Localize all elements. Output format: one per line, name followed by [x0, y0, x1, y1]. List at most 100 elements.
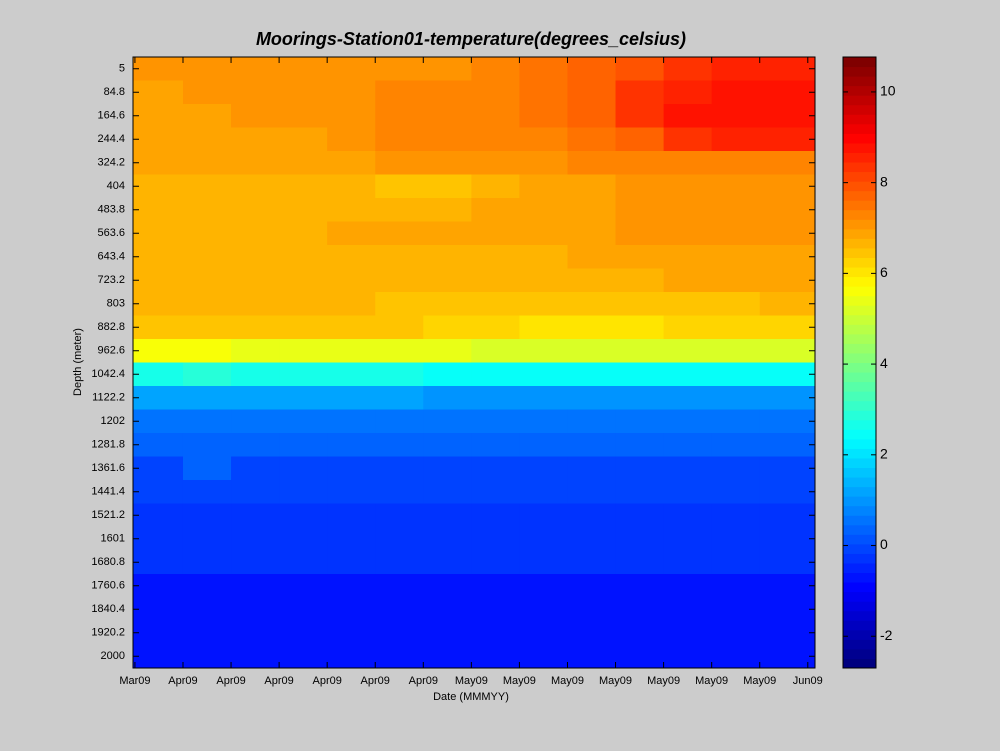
heatmap-cell [423, 621, 472, 645]
heatmap-cell [375, 292, 424, 316]
heatmap-cell [759, 339, 816, 363]
heatmap-cell [615, 174, 665, 199]
heatmap-cell [519, 292, 568, 316]
x-tick-label: Apr09 [264, 675, 293, 687]
heatmap-cell [711, 621, 761, 645]
x-tick-label: Apr09 [312, 675, 341, 687]
heatmap-cell [327, 574, 376, 598]
colorbar-swatch [843, 66, 876, 77]
y-axis-label: Depth (meter) [72, 328, 84, 396]
heatmap-cell [423, 268, 472, 293]
heatmap-cell [279, 503, 328, 528]
heatmap-cell [375, 433, 424, 457]
heatmap-cell [327, 339, 376, 363]
heatmap-cell [182, 621, 232, 645]
heatmap-cell [133, 221, 184, 246]
heatmap-cell [663, 480, 713, 504]
heatmap-cell [375, 221, 424, 246]
heatmap-cell [567, 80, 617, 105]
heatmap-cell [663, 550, 713, 575]
heatmap-cell [375, 268, 424, 293]
heatmap-cell [231, 198, 280, 222]
heatmap-cell [423, 480, 472, 504]
heatmap-cell [615, 409, 665, 434]
heatmap-cell [711, 433, 761, 457]
y-tick-label: 84.8 [104, 86, 125, 98]
heatmap-cell [182, 57, 232, 81]
colorbar-swatch [843, 457, 876, 469]
heatmap-cell [423, 198, 472, 222]
heatmap-cell [519, 104, 568, 128]
heatmap-cell [182, 644, 232, 669]
colorbar-swatch [843, 572, 876, 583]
colorbar-swatch [843, 629, 876, 640]
heatmap-cell [133, 292, 184, 316]
heatmap-cell [423, 104, 472, 128]
colorbar-swatch [843, 515, 876, 526]
heatmap-cell [182, 104, 232, 128]
heatmap-cell [327, 644, 376, 669]
y-tick-label: 1361.6 [91, 462, 125, 474]
heatmap-cell [567, 339, 617, 363]
heatmap-cell [663, 198, 713, 222]
heatmap-cell [423, 503, 472, 528]
heatmap-cell [375, 480, 424, 504]
heatmap-cell [471, 644, 520, 669]
heatmap-cell [133, 574, 184, 598]
heatmap-cell [567, 456, 617, 481]
colorbar-swatch [843, 324, 876, 335]
heatmap-cell [327, 104, 376, 128]
heatmap-cell [133, 621, 184, 645]
heatmap-cell [759, 151, 816, 175]
heatmap-cell [133, 245, 184, 269]
heatmap-cell [519, 527, 568, 551]
colorbar-swatch [843, 562, 876, 574]
heatmap-cell [231, 386, 280, 410]
colorbar-swatch [843, 133, 876, 144]
heatmap-cell [567, 550, 617, 575]
heatmap-cell [615, 339, 665, 363]
heatmap-cell [182, 433, 232, 457]
heatmap-cell [375, 174, 424, 199]
heatmap-cell [471, 362, 520, 387]
heatmap-cell [519, 362, 568, 387]
heatmap-cell [711, 574, 761, 598]
heatmap-cell [375, 80, 424, 105]
heatmap-cell [231, 104, 280, 128]
y-tick-label: 1521.2 [91, 509, 125, 521]
x-tick-label: Apr09 [361, 675, 390, 687]
colorbar-swatch [843, 362, 876, 373]
heatmap-cell [663, 409, 713, 434]
heatmap-cell [759, 386, 816, 410]
heatmap-cell [615, 80, 665, 105]
heatmap-cell [182, 198, 232, 222]
colorbar-swatch [843, 486, 876, 497]
heatmap-cell [663, 127, 713, 152]
heatmap-cell [133, 597, 184, 622]
heatmap-cell [471, 456, 520, 481]
heatmap-cell [471, 127, 520, 152]
colorbar-swatch [843, 505, 876, 516]
heatmap-cell [519, 174, 568, 199]
heatmap-cell [231, 574, 280, 598]
y-tick-label: 164.6 [97, 110, 125, 122]
heatmap-cell [182, 268, 232, 293]
heatmap-cell [567, 315, 617, 340]
heatmap-cell [231, 456, 280, 481]
x-tick-label: May09 [743, 675, 776, 687]
colorbar-swatch [843, 219, 876, 230]
colorbar-swatch [843, 95, 876, 106]
heatmap-cell [615, 480, 665, 504]
x-tick-label: Mar09 [119, 675, 150, 687]
heatmap-cell [133, 386, 184, 410]
colorbar-swatch [843, 181, 876, 192]
heatmap-cell [759, 597, 816, 622]
heatmap-cell [615, 644, 665, 669]
heatmap-cell [279, 456, 328, 481]
heatmap-cell [471, 409, 520, 434]
heatmap-cell [231, 268, 280, 293]
x-axis-label: Date (MMMYY) [433, 691, 509, 703]
colorbar-swatch [843, 343, 876, 354]
x-tick-label: May09 [695, 675, 728, 687]
heatmap-cell [519, 433, 568, 457]
